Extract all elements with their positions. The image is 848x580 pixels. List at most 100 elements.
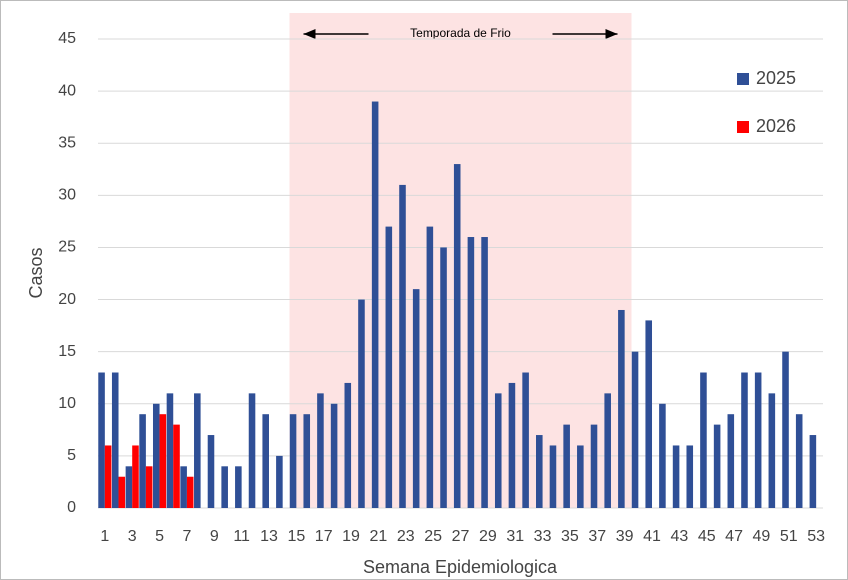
y-tick-label: 10	[58, 395, 76, 412]
x-tick-label: 9	[210, 528, 219, 545]
season-arrowhead	[605, 29, 618, 39]
bar	[467, 237, 475, 508]
bar	[645, 320, 653, 508]
bar	[221, 466, 228, 508]
bar	[713, 424, 721, 508]
bar	[754, 372, 762, 508]
bar	[631, 351, 639, 508]
x-tick-label: 45	[698, 528, 716, 545]
bar	[194, 393, 201, 508]
bar	[104, 445, 112, 508]
bar	[590, 424, 598, 508]
bar	[686, 445, 694, 508]
bar	[399, 184, 406, 508]
bar	[248, 393, 256, 508]
x-axis-title: Semana Epidemiologica	[363, 557, 558, 577]
bar	[809, 435, 817, 508]
bar	[303, 414, 311, 508]
bar	[659, 403, 666, 508]
bar	[180, 466, 187, 508]
legend-swatch	[737, 73, 749, 85]
y-tick-label: 15	[58, 343, 76, 360]
bar	[412, 289, 420, 508]
bar	[159, 414, 167, 508]
bar	[166, 393, 174, 508]
bar	[207, 435, 215, 508]
x-tick-label: 43	[670, 528, 688, 545]
x-tick-label: 27	[452, 528, 470, 545]
x-tick-label: 15	[287, 528, 305, 545]
bar	[549, 445, 557, 508]
bar	[508, 382, 516, 508]
bar	[782, 351, 789, 508]
y-tick-label: 40	[58, 82, 76, 99]
bar	[152, 403, 160, 508]
season-label: Temporada de Frio	[410, 26, 511, 40]
x-tick-label: 1	[100, 528, 109, 545]
season-arrowhead	[303, 29, 316, 39]
bar	[563, 424, 570, 508]
x-tick-label: 3	[128, 528, 137, 545]
x-tick-label: 35	[561, 528, 579, 545]
x-tick-label: 21	[370, 528, 388, 545]
x-tick-label: 37	[588, 528, 606, 545]
bar	[139, 414, 146, 508]
x-tick-label: 29	[479, 528, 497, 545]
bar	[741, 372, 748, 508]
x-tick-label: 39	[616, 528, 634, 545]
x-tick-label: 13	[260, 528, 278, 545]
bar	[145, 466, 153, 508]
bar	[536, 435, 543, 508]
x-tick-label: 11	[233, 528, 250, 545]
y-tick-label: 25	[58, 239, 76, 256]
x-tick-label: 17	[315, 528, 333, 545]
legend-label: 2025	[756, 68, 796, 88]
bar	[494, 393, 502, 508]
y-tick-label: 20	[58, 291, 76, 308]
bar	[672, 445, 680, 508]
bar	[344, 382, 352, 508]
legend-swatch	[737, 121, 749, 133]
bar	[618, 309, 625, 508]
bar	[186, 476, 194, 508]
bar	[440, 247, 447, 508]
x-tick-label: 49	[753, 528, 771, 545]
bar	[125, 466, 133, 508]
y-tick-label: 5	[67, 447, 76, 464]
x-tick-label: 53	[807, 528, 825, 545]
bar	[426, 226, 434, 508]
x-tick-label: 7	[182, 528, 191, 545]
bar	[235, 466, 242, 508]
bar	[111, 372, 119, 508]
bar	[385, 226, 393, 508]
bar	[604, 393, 611, 508]
bar	[481, 237, 488, 508]
bar	[262, 414, 269, 508]
bar	[522, 372, 529, 508]
y-tick-label: 45	[58, 30, 76, 47]
x-tick-label: 33	[534, 528, 552, 545]
y-tick-label: 0	[67, 499, 76, 516]
bar	[700, 372, 707, 508]
bar	[317, 393, 324, 508]
bar	[132, 445, 139, 508]
x-tick-label: 23	[397, 528, 415, 545]
x-tick-label: 41	[643, 528, 661, 545]
bar	[98, 372, 105, 508]
bar	[276, 455, 283, 508]
x-tick-label: 25	[424, 528, 442, 545]
bar	[453, 164, 461, 509]
bar	[727, 414, 735, 508]
y-tick-label: 35	[58, 134, 76, 151]
bar	[330, 403, 338, 508]
x-tick-label: 19	[342, 528, 360, 545]
y-tick-label: 30	[58, 187, 76, 204]
x-tick-label: 51	[780, 528, 798, 545]
bar	[118, 476, 126, 508]
legend-label: 2026	[756, 116, 796, 136]
bar	[768, 393, 776, 508]
y-axis-title: Casos	[26, 247, 46, 298]
bar	[371, 101, 379, 509]
bar	[577, 445, 584, 508]
